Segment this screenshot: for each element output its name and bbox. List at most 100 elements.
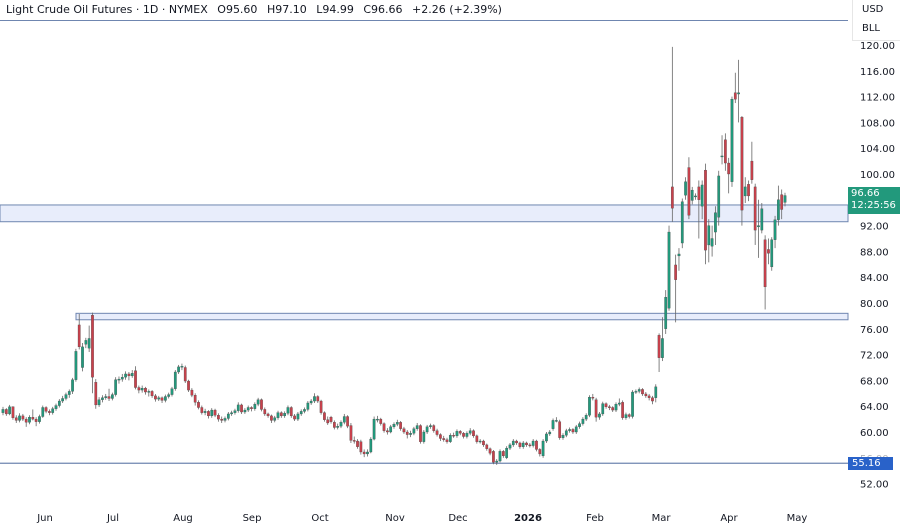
candle — [634, 389, 638, 394]
candle-body — [177, 366, 180, 373]
candle — [631, 390, 634, 419]
candle — [187, 379, 190, 393]
candle — [154, 393, 157, 402]
candle-body — [724, 139, 727, 164]
candle — [44, 406, 48, 414]
open-value: O95.60 — [217, 3, 258, 16]
candle — [160, 396, 164, 403]
candle-body — [541, 440, 545, 457]
candle — [753, 183, 757, 245]
candle — [733, 72, 737, 104]
candle — [475, 434, 479, 444]
candle-body — [243, 409, 247, 413]
candle-body — [674, 264, 678, 280]
candle — [4, 408, 8, 416]
candle — [485, 443, 489, 451]
candle-body — [203, 411, 207, 413]
candle-body — [190, 389, 194, 396]
candle-body — [226, 413, 230, 419]
candle-body — [462, 433, 465, 437]
candle — [14, 415, 18, 423]
candle — [8, 404, 11, 416]
candle-body — [395, 422, 399, 425]
candle-body — [240, 404, 243, 413]
candle-body — [114, 379, 118, 395]
candle — [568, 427, 571, 433]
candle — [448, 433, 452, 443]
candle — [77, 313, 81, 350]
candle — [339, 420, 343, 429]
candle — [336, 423, 340, 430]
candle — [724, 133, 727, 171]
candle — [299, 409, 303, 416]
candle-body — [197, 402, 200, 408]
candle-body — [296, 413, 300, 420]
price-tick-label: 88.00 — [860, 247, 889, 258]
candle — [617, 398, 621, 407]
candle — [737, 59, 740, 123]
candle-body — [631, 391, 634, 417]
symbol-title[interactable]: Light Crude Oil Futures · 1D · NYMEX — [6, 3, 208, 16]
candle-body — [94, 382, 98, 406]
price-axis[interactable]: 120.00116.00112.00108.00104.00100.0096.0… — [860, 41, 895, 491]
candle-body — [472, 430, 475, 437]
candle — [177, 364, 180, 374]
currency-unit-menu[interactable]: USD BLL — [852, 0, 900, 41]
candle — [349, 422, 353, 443]
candle — [571, 428, 575, 434]
candle — [578, 421, 581, 429]
candle — [279, 411, 283, 418]
price-tick-label: 80.00 — [860, 299, 889, 310]
candle-body — [432, 425, 436, 431]
candle-body — [677, 253, 681, 257]
candle — [389, 424, 393, 434]
candle — [462, 432, 465, 439]
candle — [352, 436, 356, 444]
candle-body — [412, 428, 416, 434]
candle — [647, 393, 651, 401]
candle-body — [521, 442, 525, 447]
candle-body — [670, 186, 674, 209]
candle-body — [309, 400, 313, 404]
candle-body — [492, 451, 495, 463]
candle — [356, 439, 359, 449]
candle — [382, 422, 386, 433]
candle — [657, 333, 661, 373]
candle — [256, 397, 260, 407]
candle-body — [584, 415, 588, 420]
candle — [538, 448, 542, 457]
candle — [286, 405, 290, 416]
candle-body — [448, 435, 452, 442]
unit-label[interactable]: BLL — [862, 23, 881, 34]
candle-body — [61, 398, 64, 402]
currency-label[interactable]: USD — [862, 4, 884, 15]
candle — [551, 418, 555, 431]
candle-body — [571, 429, 575, 433]
candle — [369, 437, 373, 454]
candle-body — [173, 371, 177, 389]
candle — [707, 219, 711, 263]
candle-body — [193, 395, 197, 403]
candle-body — [104, 396, 108, 398]
candle — [783, 192, 787, 207]
candle — [455, 429, 459, 438]
price-tick-label: 60.00 — [860, 428, 889, 439]
candle-body — [588, 397, 591, 416]
candle — [94, 379, 98, 409]
candle-body — [137, 387, 141, 391]
candle — [581, 417, 585, 426]
candle — [439, 433, 442, 442]
candle — [167, 392, 171, 399]
candle-body — [475, 435, 479, 442]
candle-body — [535, 440, 538, 450]
candle-body — [458, 431, 462, 434]
candle-body — [376, 418, 379, 421]
candle-body — [210, 409, 214, 417]
candle-body — [697, 186, 701, 200]
candle — [425, 424, 429, 434]
candle — [230, 410, 233, 416]
candle-body — [230, 412, 233, 415]
candle — [71, 377, 74, 394]
time-axis[interactable]: Jun Jul Aug Sep Oct Nov Dec 2026 Feb Mar Apr May — [36, 513, 807, 524]
